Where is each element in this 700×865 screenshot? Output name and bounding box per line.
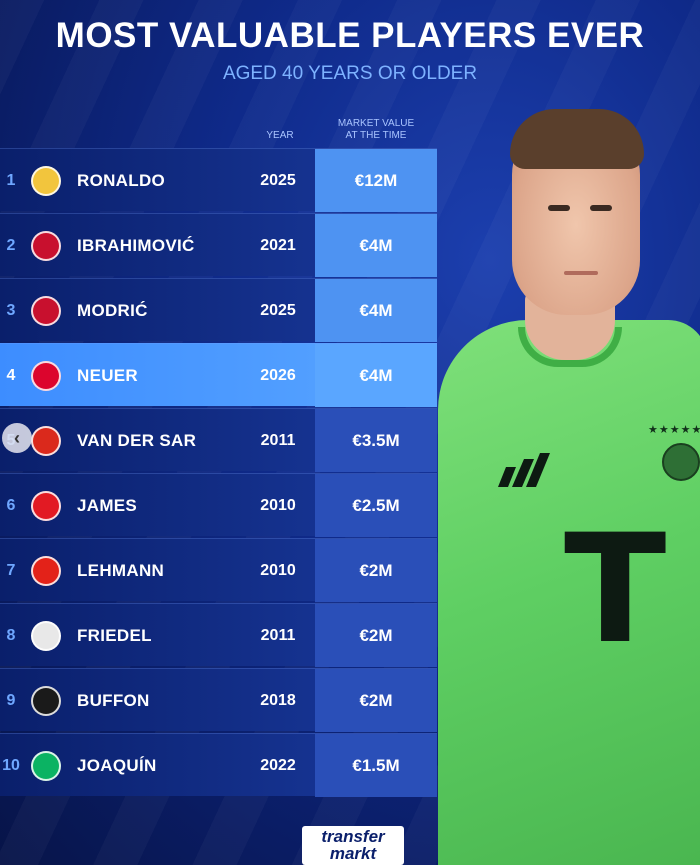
bayern-crest-icon	[662, 443, 700, 481]
year-cell: 2026	[260, 367, 296, 384]
rank-number: 2	[6, 237, 16, 254]
table-row: 7 LEHMANN 2010 €2M	[0, 538, 437, 602]
player-name: RONALDO	[77, 171, 166, 190]
year-cell: 2021	[260, 237, 296, 254]
ac-milan-crest-icon	[31, 231, 61, 261]
rank-number: 4	[6, 367, 16, 384]
table-row: 10 JOAQUÍN 2022 €1.5M	[0, 733, 437, 797]
market-value-cell: €2M	[315, 539, 437, 602]
page-subtitle: AGED 40 YEARS OR OLDER	[222, 63, 478, 84]
player-name: IBRAHIMOVIĆ	[77, 236, 195, 255]
player-photo: ★★★★★ T	[430, 105, 700, 865]
juventus-crest-icon	[31, 686, 61, 716]
ranking-table: 1 RONALDO 2025 €12M 2 IBRAHIMOVIĆ 2021 €4M 3 MODR…	[0, 148, 437, 798]
bayern-munich-crest-icon	[31, 361, 61, 391]
ac-milan-crest-icon	[31, 296, 61, 326]
market-value-cell: €2M	[315, 604, 437, 667]
chevron-left-icon: ‹	[14, 427, 20, 448]
year-cell: 2011	[260, 432, 296, 449]
year-cell: 2025	[260, 172, 296, 189]
table-row: 9 BUFFON 2018 €2M	[0, 668, 437, 732]
table-row: 2 IBRAHIMOVIĆ 2021 €4M	[0, 213, 437, 277]
goalkeeper-shirt	[438, 320, 700, 865]
market-value-cell: €2.5M	[315, 474, 437, 537]
year-cell: 2010	[260, 562, 296, 579]
market-value-header-line1: MARKET VALUE	[337, 118, 415, 129]
rank-number: 6	[6, 497, 16, 514]
market-value-cell: €4M	[315, 279, 437, 342]
table-row: 8 FRIEDEL 2011 €2M	[0, 603, 437, 667]
player-name: NEUER	[77, 366, 139, 385]
player-eye-right	[590, 205, 612, 211]
rank-number: 1	[6, 172, 16, 189]
player-eye-left	[548, 205, 570, 211]
stars-icon: ★★★★★	[648, 424, 700, 436]
page-title: MOST VALUABLE PLAYERS EVER	[55, 16, 645, 55]
transfermarkt-logo: transfer markt	[302, 826, 404, 865]
market-value-column-header: MARKET VALUE AT THE TIME	[316, 118, 436, 142]
player-name: FRIEDEL	[77, 626, 152, 645]
adidas-stripes-icon	[498, 453, 550, 487]
bristol-city-crest-icon	[31, 491, 61, 521]
year-column-header: YEAR	[266, 130, 294, 141]
logo-line2: markt	[329, 844, 377, 863]
market-value-cell: €3.5M	[315, 409, 437, 472]
market-value-cell: €1.5M	[315, 734, 437, 797]
rank-number: 3	[6, 302, 16, 319]
rank-number: 10	[2, 757, 20, 774]
year-cell: 2011	[260, 627, 296, 644]
table-row: 1 RONALDO 2025 €12M	[0, 148, 437, 212]
player-name: BUFFON	[77, 691, 150, 710]
table-row: 3 MODRIĆ 2025 €4M	[0, 278, 437, 342]
market-value-header-line2: AT THE TIME	[345, 130, 407, 141]
player-name: LEHMANN	[77, 561, 165, 580]
market-value-cell: €4M	[315, 214, 437, 277]
market-value-cell: €2M	[315, 669, 437, 732]
logo-line1: transfer	[321, 827, 385, 846]
year-cell: 2018	[260, 692, 296, 709]
player-hair	[510, 109, 644, 169]
rank-number: 9	[6, 692, 16, 709]
year-cell: 2010	[260, 497, 296, 514]
player-name: JOAQUÍN	[77, 756, 157, 775]
player-name: VAN DER SAR	[77, 431, 197, 450]
rank-number: 7	[6, 562, 16, 579]
telekom-t-logo-icon: T	[564, 503, 667, 677]
previous-arrow-button[interactable]: ‹	[2, 423, 32, 453]
market-value-cell: €12M	[315, 149, 437, 212]
real-betis-crest-icon	[31, 751, 61, 781]
vfb-stuttgart-crest-icon	[31, 556, 61, 586]
player-mouth	[564, 271, 598, 275]
player-name: JAMES	[77, 496, 138, 515]
market-value-cell: €4M	[315, 344, 437, 407]
year-cell: 2022	[260, 757, 296, 774]
tottenham-crest-icon	[31, 621, 61, 651]
year-cell: 2025	[260, 302, 296, 319]
player-name: MODRIĆ	[77, 301, 148, 320]
rank-number: 8	[6, 627, 16, 644]
manchester-united-crest-icon	[31, 426, 61, 456]
table-row: 6 JAMES 2010 €2.5M	[0, 473, 437, 537]
table-row: 4 NEUER 2026 €4M	[0, 343, 437, 407]
al-nassr-crest-icon	[31, 166, 61, 196]
